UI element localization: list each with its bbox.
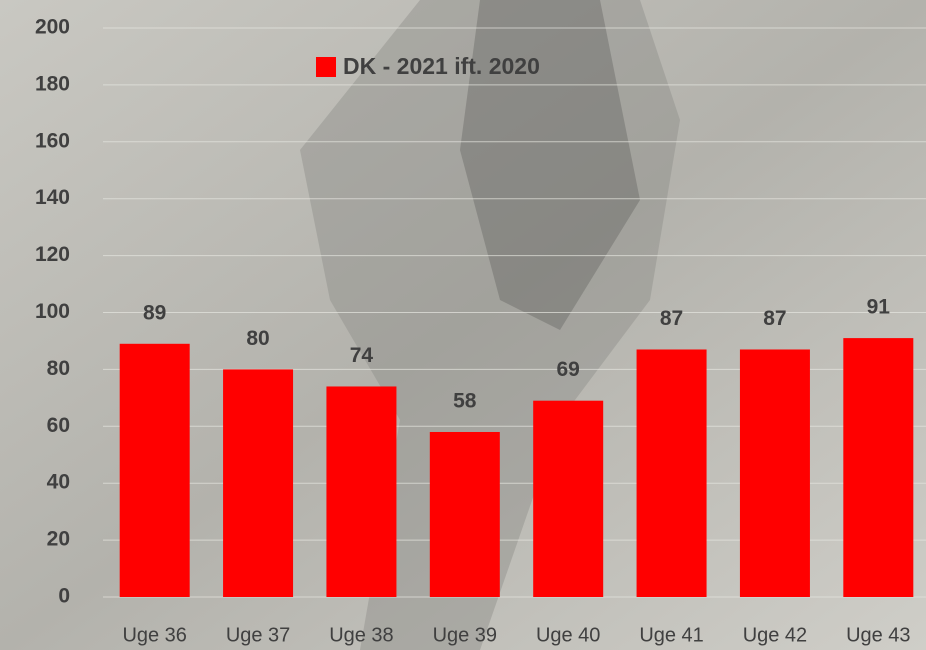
- x-tick-label: Uge 39: [433, 624, 498, 646]
- bar: [843, 338, 913, 597]
- y-tick-label: 80: [47, 357, 70, 380]
- x-tick-label: Uge 42: [743, 624, 808, 646]
- value-label: 80: [246, 327, 269, 350]
- value-label: 87: [763, 307, 786, 330]
- y-tick-label: 180: [35, 72, 70, 95]
- value-label: 69: [557, 358, 580, 381]
- legend-label: DK - 2021 ift. 2020: [343, 53, 540, 79]
- value-label: 87: [660, 307, 683, 330]
- legend-swatch: [316, 57, 336, 77]
- y-tick-label: 40: [47, 471, 70, 494]
- bar: [430, 432, 500, 597]
- bar: [120, 344, 190, 597]
- value-label: 74: [350, 344, 374, 367]
- bar: [740, 349, 810, 597]
- bar: [223, 369, 293, 597]
- x-tick-label: Uge 37: [226, 624, 291, 646]
- y-tick-label: 200: [35, 16, 70, 39]
- bar: [637, 349, 707, 597]
- value-label: 89: [143, 301, 166, 324]
- x-tick-label: Uge 38: [329, 624, 394, 646]
- y-tick-label: 100: [35, 300, 70, 323]
- bar: [533, 401, 603, 597]
- y-tick-label: 60: [47, 414, 70, 437]
- y-tick-label: 160: [35, 129, 70, 152]
- y-tick-label: 20: [47, 528, 70, 551]
- value-label: 91: [867, 296, 891, 319]
- bar: [326, 386, 396, 597]
- y-tick-label: 120: [35, 243, 70, 266]
- x-tick-label: Uge 41: [639, 624, 704, 646]
- y-tick-label: 0: [58, 585, 70, 608]
- value-label: 58: [453, 390, 477, 413]
- x-tick-label: Uge 43: [846, 624, 911, 646]
- chart: 0 20 40 60 80 100 120 140 160 180 200 Uge 36 Uge 37 U…: [0, 0, 926, 650]
- x-tick-label: Uge 36: [122, 624, 187, 646]
- y-tick-label: 140: [35, 186, 70, 209]
- x-tick-label: Uge 40: [536, 624, 601, 646]
